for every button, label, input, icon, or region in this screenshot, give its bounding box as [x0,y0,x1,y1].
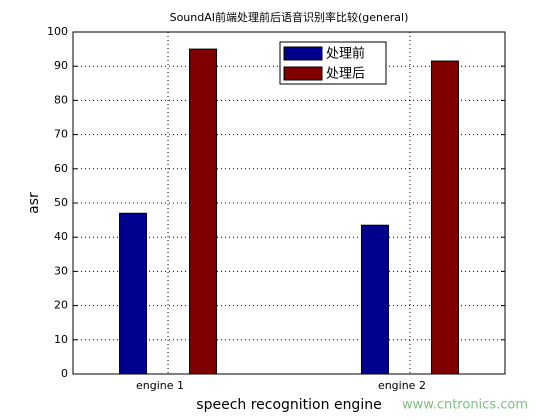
y-tick-label: 80 [54,93,68,106]
x-axis-label: speech recognition engine [196,397,381,413]
x-tick-label: engine 1 [136,379,184,392]
y-tick-label: 0 [61,367,68,380]
y-tick-label: 30 [54,264,68,277]
y-tick-label: 90 [54,59,68,72]
bar [189,48,218,375]
x-tick-label: engine 2 [378,379,426,392]
legend-label: 处理后 [326,67,365,82]
legend-label: 处理前 [326,46,365,62]
y-tick-label: 70 [54,128,68,141]
chart-title: SoundAI前端处理前后语音识别率比较(general) [170,10,409,24]
legend-swatch [283,46,323,61]
y-tick-label: 10 [54,333,68,346]
watermark: www.cntronics.com [402,398,528,413]
y-tick-label: 100 [47,25,68,38]
y-tick-label: 50 [54,196,68,209]
y-tick-label: 40 [54,230,68,243]
y-tick-label: 60 [54,162,68,175]
y-tick-label: 20 [54,299,68,312]
bar [360,224,389,375]
bar [119,212,148,375]
y-axis-label: asr [26,192,42,214]
bar [430,60,459,375]
legend-swatch [283,66,323,81]
